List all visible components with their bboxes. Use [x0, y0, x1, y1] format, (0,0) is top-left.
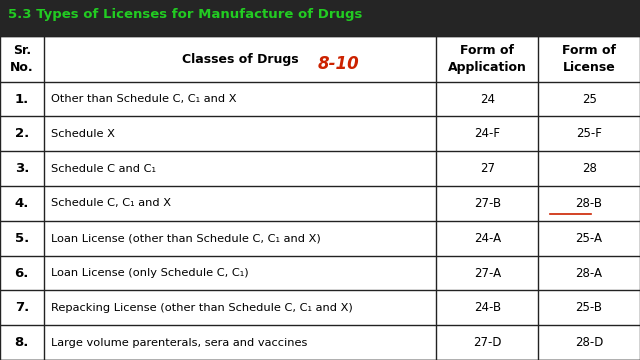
Text: Schedule X: Schedule X: [51, 129, 115, 139]
Text: Loan License (other than Schedule C, C₁ and X): Loan License (other than Schedule C, C₁ …: [51, 233, 321, 243]
Text: 25-F: 25-F: [576, 127, 602, 140]
Text: 8-10: 8-10: [317, 55, 359, 73]
Text: 24-A: 24-A: [474, 232, 501, 245]
Bar: [0, 117, 640, 151]
Text: 2.: 2.: [15, 127, 29, 140]
Text: 1.: 1.: [15, 93, 29, 105]
Bar: [0, 36, 640, 82]
Bar: [0, 256, 640, 291]
Text: Classes of Drugs: Classes of Drugs: [182, 53, 298, 66]
Text: 25: 25: [582, 93, 596, 105]
Text: 4.: 4.: [15, 197, 29, 210]
Bar: [0, 151, 640, 186]
Text: Sr.
No.: Sr. No.: [10, 44, 33, 74]
Text: 7.: 7.: [15, 301, 29, 314]
Text: 24: 24: [480, 93, 495, 105]
Text: 25-A: 25-A: [575, 232, 603, 245]
Text: 3.: 3.: [15, 162, 29, 175]
Text: Schedule C, C₁ and X: Schedule C, C₁ and X: [51, 198, 172, 208]
Text: 28-A: 28-A: [575, 266, 603, 279]
Text: 27-D: 27-D: [473, 336, 502, 349]
Text: Form of
License: Form of License: [562, 44, 616, 74]
Text: 24-B: 24-B: [474, 301, 501, 314]
Text: 28: 28: [582, 162, 596, 175]
Text: 28-D: 28-D: [575, 336, 604, 349]
Text: 27-B: 27-B: [474, 197, 501, 210]
Text: 28-B: 28-B: [575, 197, 603, 210]
Text: 24-F: 24-F: [474, 127, 500, 140]
Bar: [0, 186, 640, 221]
Text: 6.: 6.: [15, 266, 29, 279]
Bar: [0, 291, 640, 325]
Text: Loan License (only Schedule C, C₁): Loan License (only Schedule C, C₁): [51, 268, 249, 278]
Bar: [0, 221, 640, 256]
Text: Schedule C and C₁: Schedule C and C₁: [51, 164, 156, 174]
Text: 5.: 5.: [15, 232, 29, 245]
Text: 8.: 8.: [15, 336, 29, 349]
Text: 5.3 Types of Licenses for Manufacture of Drugs: 5.3 Types of Licenses for Manufacture of…: [8, 8, 362, 22]
Text: Form of
Application: Form of Application: [448, 44, 527, 74]
Text: Large volume parenterals, sera and vaccines: Large volume parenterals, sera and vacci…: [51, 338, 308, 348]
Bar: [0, 82, 640, 117]
Text: 25-B: 25-B: [575, 301, 603, 314]
Text: 27-A: 27-A: [474, 266, 501, 279]
Text: 27: 27: [480, 162, 495, 175]
Text: Repacking License (other than Schedule C, C₁ and X): Repacking License (other than Schedule C…: [51, 303, 353, 313]
Bar: [0, 325, 640, 360]
Text: Other than Schedule C, C₁ and X: Other than Schedule C, C₁ and X: [51, 94, 237, 104]
